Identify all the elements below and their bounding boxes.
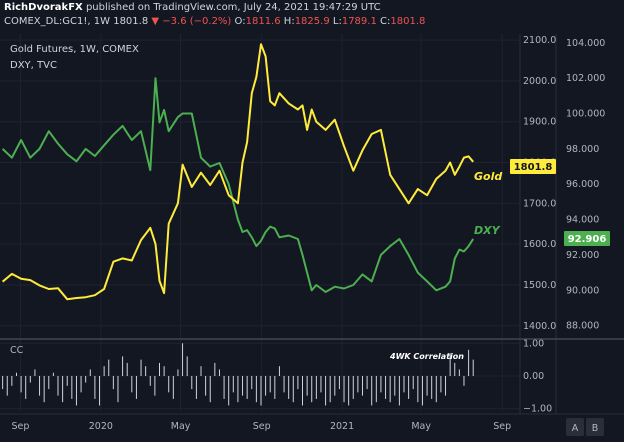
high-value: 1825.9	[294, 16, 330, 27]
time-button-b-label: B	[592, 423, 599, 434]
dxy-axis-tick-label: 94.000	[566, 215, 599, 226]
correlation-axis-tick-label: 0.00	[523, 371, 544, 382]
dxy-last-price: 92.906	[568, 234, 607, 245]
correlation-axis-tick-label: −1.00	[523, 404, 552, 415]
gold-axis-tick-label: 1600.0	[523, 239, 556, 250]
time-axis: Sep 2020 May Sep 2021 May Sep	[11, 421, 511, 432]
dxy-last-price-badge: 92.906	[564, 231, 610, 246]
dxy-axis-tick-label: 104.000	[566, 38, 605, 49]
dxy-axis-tick-label: 100.000	[566, 109, 605, 120]
published-text: published on TradingView.com, July 24, 2…	[85, 2, 381, 13]
dxy-axis-tick-label: 90.000	[566, 285, 599, 296]
time-axis-tick-label: Sep	[493, 421, 511, 432]
correlation-axis-tick-label: 1.00	[523, 338, 544, 349]
down-arrow-icon: ▼	[151, 16, 160, 27]
gold-price-axis: 2100.02000.01900.01800.01700.01600.01500…	[523, 35, 556, 332]
dxy-axis-tick-label: 102.000	[566, 73, 605, 84]
price-change: −3.6 (−0.2%)	[162, 16, 232, 27]
dxy-axis: 104.000 102.000 100.000 98.000 96.000 94.000 9…	[566, 38, 605, 332]
time-axis-tick-label: Sep	[11, 421, 29, 432]
symbol-text: COMEX_DL:GC1!, 1W	[4, 16, 111, 27]
dxy-axis-tick-label: 88.000	[566, 321, 599, 332]
low-value: 1789.1	[341, 16, 377, 27]
dxy-axis-tick-label: 96.000	[566, 179, 599, 190]
gold-last-price: 1801.8	[514, 162, 553, 173]
dxy-axis-tick-label: 98.000	[566, 144, 599, 155]
gold-axis-tick-label: 1900.0	[523, 117, 556, 128]
dxy-legend[interactable]: DXY, TVC	[10, 60, 57, 71]
correlation-axis: 1.00 0.00 −1.00	[523, 338, 552, 414]
time-button-a[interactable]	[566, 418, 584, 436]
gold-legend[interactable]: Gold Futures, 1W, COMEX	[10, 44, 139, 55]
correlation-bars	[2, 343, 474, 406]
dxy-line	[1, 77, 475, 293]
chart-grid	[0, 34, 520, 412]
dxy-axis-tick-label: 92.000	[566, 250, 599, 261]
dxy-series-label: DXY	[474, 224, 501, 237]
gold-line	[1, 43, 474, 301]
time-axis-tick-label: May	[411, 421, 431, 432]
author-name[interactable]: RichDvorakFX	[4, 2, 83, 13]
open-value: 1811.6	[245, 16, 281, 27]
correlation-title: 4WK Correlation	[389, 352, 464, 361]
gold-axis-tick-label: 1500.0	[523, 280, 556, 291]
time-axis-tick-label: 2021	[330, 421, 354, 432]
time-axis-tick-label: May	[171, 421, 191, 432]
low-label: L:	[332, 16, 342, 27]
close-value: 1801.8	[390, 16, 426, 27]
close-label: C:	[380, 16, 391, 27]
gold-series-label: Gold	[474, 170, 502, 183]
time-axis-tick-label: 2020	[89, 421, 113, 432]
gold-axis-tick-label: 2000.0	[523, 76, 556, 87]
last-price: 1801.8	[113, 16, 149, 27]
publication-line: RichDvorakFX published on TradingView.co…	[4, 2, 381, 13]
high-label: H:	[283, 16, 295, 27]
correlation-pane-label: CC	[10, 345, 24, 356]
gold-axis-tick-label: 2100.0	[523, 35, 556, 46]
time-button-b[interactable]	[586, 418, 604, 436]
time-button-a-label: A	[572, 423, 579, 434]
gold-last-price-badge: 1801.8	[510, 159, 556, 174]
open-label: O:	[234, 16, 246, 27]
gold-axis-tick-label: 1700.0	[523, 198, 556, 209]
symbol-line: COMEX_DL:GC1!, 1W 1801.8 ▼ −3.6 (−0.2%) …	[4, 16, 425, 27]
time-axis-tick-label: Sep	[253, 421, 271, 432]
gold-axis-tick-label: 1400.0	[523, 321, 556, 332]
time-range-buttons: A B	[566, 418, 604, 436]
